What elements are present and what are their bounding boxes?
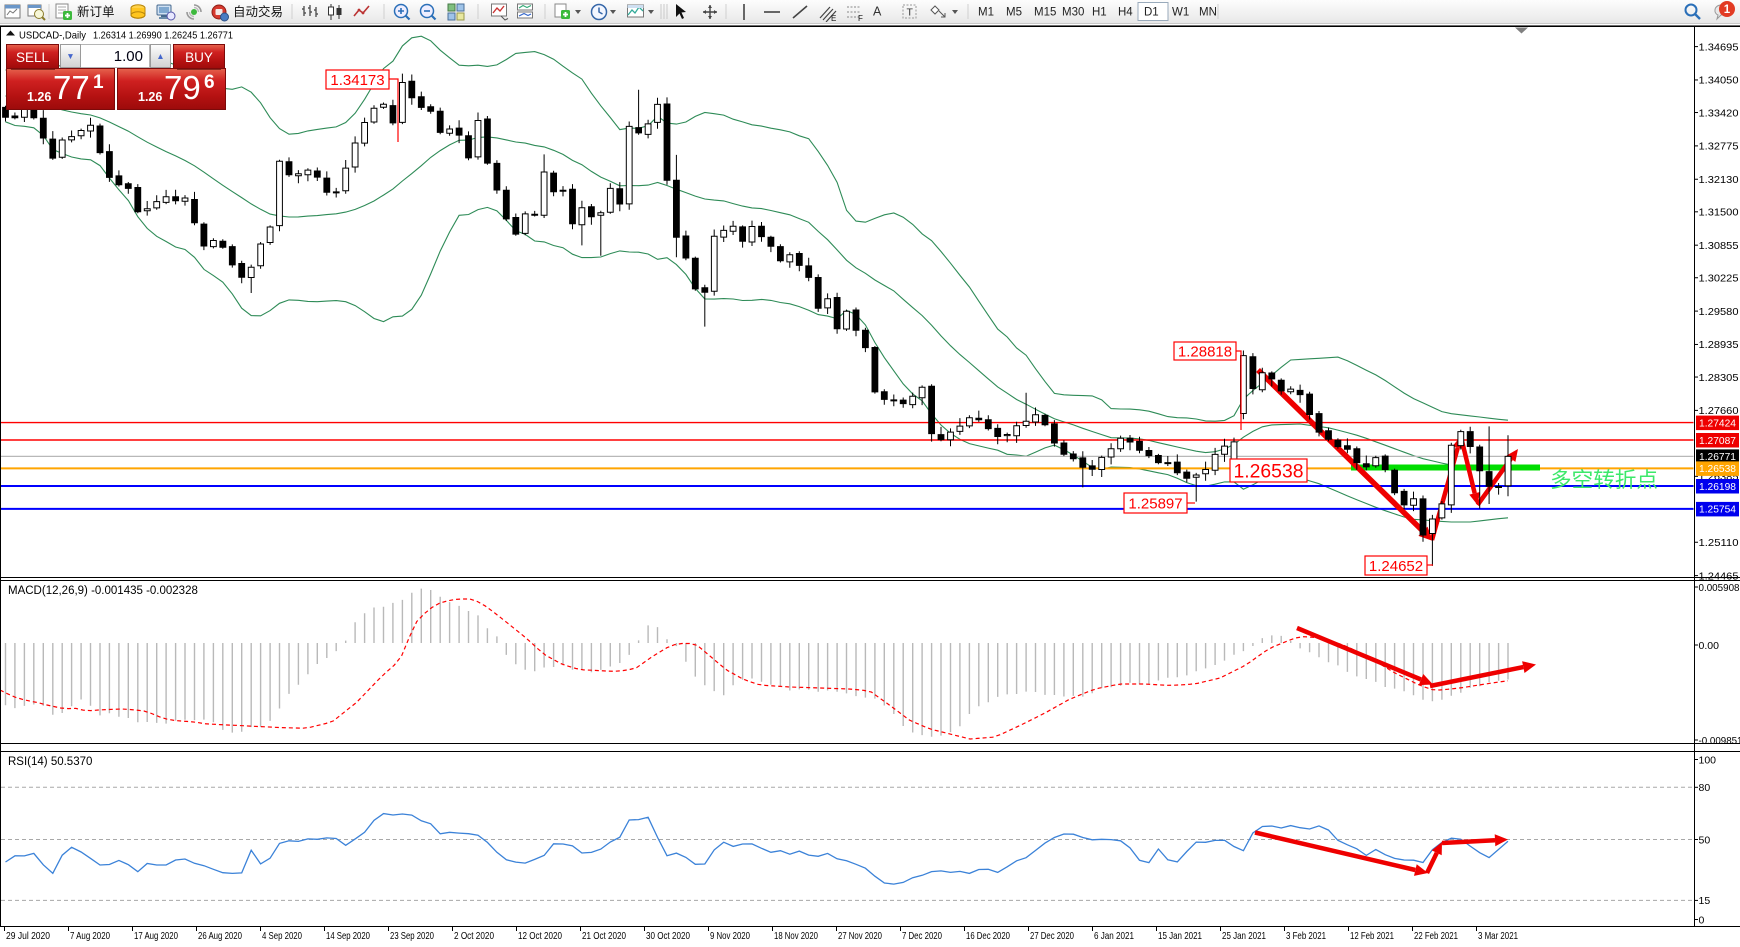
svg-text:22 Feb 2021: 22 Feb 2021: [1414, 930, 1458, 942]
svg-text:0: 0: [1699, 914, 1705, 926]
svg-text:1.28818: 1.28818: [1178, 343, 1232, 360]
svg-text:1.34695: 1.34695: [1699, 41, 1739, 53]
svg-text:RSI(14) 50.5370: RSI(14) 50.5370: [8, 756, 92, 768]
svg-text:F: F: [858, 14, 863, 23]
svg-text:1.27424: 1.27424: [1699, 417, 1736, 429]
svg-text:A: A: [873, 5, 882, 19]
svg-text:1.29580: 1.29580: [1699, 306, 1739, 318]
svg-text:16 Dec 2020: 16 Dec 2020: [966, 930, 1010, 942]
svg-text:MACD(12,26,9) -0.001435 -0.002: MACD(12,26,9) -0.001435 -0.002328: [8, 585, 198, 597]
svg-text:12 Oct 2020: 12 Oct 2020: [518, 930, 562, 942]
svg-text:M1: M1: [978, 7, 994, 19]
svg-text:1.26314 1.26990 1.26245 1.2677: 1.26314 1.26990 1.26245 1.26771: [93, 30, 233, 42]
svg-text:1.24465: 1.24465: [1699, 570, 1739, 582]
svg-text:1.26198: 1.26198: [1699, 481, 1736, 493]
svg-text:15: 15: [1699, 895, 1711, 907]
svg-text:2 Oct 2020: 2 Oct 2020: [454, 930, 494, 942]
svg-text:H1: H1: [1092, 7, 1107, 19]
svg-text:27 Nov 2020: 27 Nov 2020: [838, 930, 882, 942]
svg-text:1.26538: 1.26538: [1699, 463, 1736, 475]
svg-text:新订单: 新订单: [77, 4, 115, 19]
svg-text:T: T: [907, 7, 914, 19]
svg-text:1.31500: 1.31500: [1699, 207, 1739, 219]
svg-text:0.00: 0.00: [1699, 640, 1720, 652]
svg-text:1.25897: 1.25897: [1128, 495, 1182, 512]
svg-text:1.32775: 1.32775: [1699, 141, 1739, 153]
svg-text:29 Jul 2020: 29 Jul 2020: [6, 930, 50, 942]
svg-text:18 Nov 2020: 18 Nov 2020: [774, 930, 818, 942]
svg-text:D1: D1: [1144, 7, 1159, 19]
svg-text:17 Aug 2020: 17 Aug 2020: [134, 930, 178, 942]
svg-text:50: 50: [1699, 834, 1711, 846]
svg-text:1.34050: 1.34050: [1699, 75, 1739, 87]
svg-text:M5: M5: [1006, 7, 1022, 19]
svg-text:MN: MN: [1199, 7, 1217, 19]
svg-text:自动交易: 自动交易: [233, 4, 283, 19]
svg-text:12 Feb 2021: 12 Feb 2021: [1350, 930, 1394, 942]
svg-text:0.005908: 0.005908: [1699, 582, 1740, 594]
svg-text:1.27087: 1.27087: [1699, 435, 1736, 447]
svg-text:80: 80: [1699, 782, 1711, 794]
svg-text:1: 1: [1724, 4, 1731, 16]
svg-text:1.25110: 1.25110: [1699, 537, 1739, 549]
svg-text:100: 100: [1699, 754, 1717, 766]
svg-text:-0.009851: -0.009851: [1699, 735, 1740, 747]
svg-text:26 Aug 2020: 26 Aug 2020: [198, 930, 242, 942]
svg-text:3 Feb 2021: 3 Feb 2021: [1286, 930, 1326, 942]
svg-text:1.30225: 1.30225: [1699, 273, 1739, 285]
svg-text:4 Sep 2020: 4 Sep 2020: [262, 930, 302, 942]
svg-text:1.24652: 1.24652: [1369, 558, 1423, 575]
svg-text:7 Aug 2020: 7 Aug 2020: [70, 930, 110, 942]
svg-text:1.32130: 1.32130: [1699, 174, 1739, 186]
svg-text:6 Jan 2021: 6 Jan 2021: [1094, 930, 1134, 942]
svg-text:1.25754: 1.25754: [1699, 504, 1736, 516]
svg-text:1.34173: 1.34173: [330, 72, 384, 89]
svg-text:1.28305: 1.28305: [1699, 372, 1739, 384]
svg-text:7 Dec 2020: 7 Dec 2020: [902, 930, 942, 942]
svg-text:15 Jan 2021: 15 Jan 2021: [1158, 930, 1202, 942]
svg-text:1.28935: 1.28935: [1699, 339, 1739, 351]
svg-text:25 Jan 2021: 25 Jan 2021: [1222, 930, 1266, 942]
svg-text:M30: M30: [1062, 7, 1084, 19]
svg-text:23 Sep 2020: 23 Sep 2020: [390, 930, 434, 942]
svg-text:1.26771: 1.26771: [1699, 451, 1736, 463]
svg-text:M15: M15: [1034, 7, 1056, 19]
svg-text:30 Oct 2020: 30 Oct 2020: [646, 930, 690, 942]
svg-text:9 Nov 2020: 9 Nov 2020: [710, 930, 750, 942]
svg-text:14 Sep 2020: 14 Sep 2020: [326, 930, 370, 942]
svg-text:1.33420: 1.33420: [1699, 107, 1739, 119]
svg-text:21 Oct 2020: 21 Oct 2020: [582, 930, 626, 942]
svg-text:1.27660: 1.27660: [1699, 405, 1739, 417]
svg-text:W1: W1: [1172, 7, 1189, 19]
svg-text:1.30855: 1.30855: [1699, 240, 1739, 252]
svg-text:1.26538: 1.26538: [1234, 461, 1304, 482]
svg-text:3 Mar 2021: 3 Mar 2021: [1478, 930, 1518, 942]
svg-text:E: E: [831, 14, 836, 23]
svg-text:27 Dec 2020: 27 Dec 2020: [1030, 930, 1074, 942]
svg-text:H4: H4: [1118, 7, 1133, 19]
svg-text:USDCAD-,Daily: USDCAD-,Daily: [19, 30, 87, 42]
svg-text:多空转折点: 多空转折点: [1550, 469, 1658, 492]
